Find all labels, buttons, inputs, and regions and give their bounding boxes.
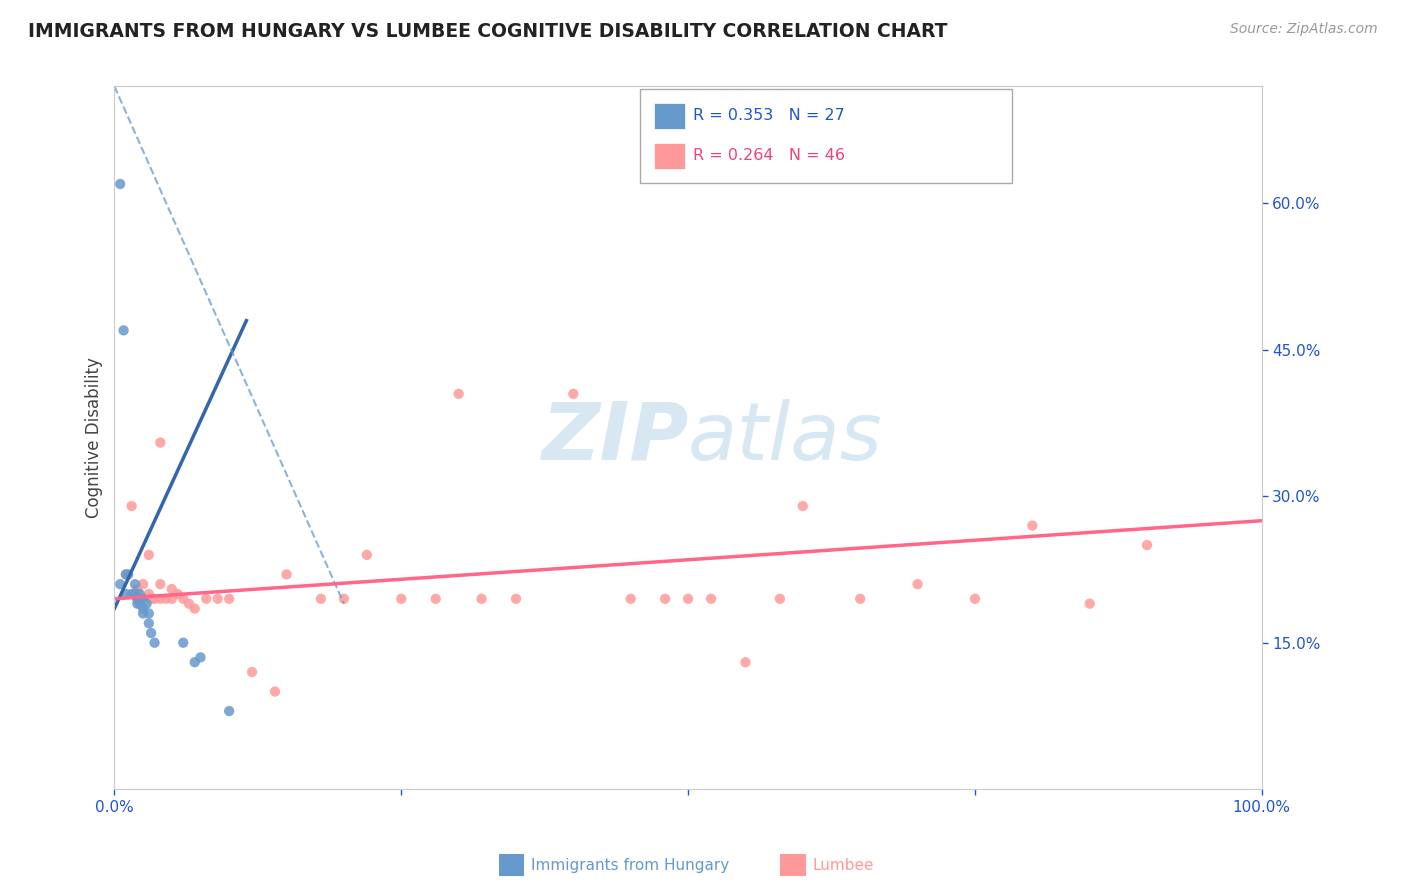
Point	[138, 616, 160, 631]
Point	[115, 587, 138, 601]
Point	[160, 582, 183, 596]
Point	[128, 587, 150, 601]
Point	[190, 650, 212, 665]
Point	[143, 591, 166, 606]
Point	[356, 548, 378, 562]
Point	[620, 591, 643, 606]
Point	[389, 591, 412, 606]
Point	[112, 323, 135, 337]
Text: atlas: atlas	[688, 399, 883, 476]
Point	[769, 591, 792, 606]
Point	[700, 591, 723, 606]
Point	[138, 587, 160, 601]
Point	[132, 577, 155, 591]
Point	[264, 684, 287, 698]
Point	[333, 591, 356, 606]
Point	[121, 587, 143, 601]
Point	[166, 587, 188, 601]
Point	[177, 597, 200, 611]
Point	[963, 591, 986, 606]
Point	[160, 591, 183, 606]
Point	[207, 591, 229, 606]
Point	[1078, 597, 1101, 611]
Point	[471, 591, 494, 606]
Point	[135, 597, 157, 611]
Point	[132, 591, 155, 606]
Point	[172, 636, 194, 650]
Point	[218, 591, 240, 606]
Point	[195, 591, 218, 606]
Text: ZIP: ZIP	[541, 399, 688, 476]
Point	[149, 591, 172, 606]
Text: R = 0.353   N = 27: R = 0.353 N = 27	[693, 108, 845, 122]
Point	[139, 626, 162, 640]
Point	[734, 655, 756, 669]
Point	[218, 704, 240, 718]
Point	[505, 591, 527, 606]
Point	[172, 591, 194, 606]
Point	[149, 435, 172, 450]
Point	[128, 591, 150, 606]
Point	[792, 499, 814, 513]
Point	[138, 548, 160, 562]
Point	[115, 567, 138, 582]
Point	[183, 601, 205, 615]
Point	[155, 591, 177, 606]
Point	[562, 387, 585, 401]
Text: IMMIGRANTS FROM HUNGARY VS LUMBEE COGNITIVE DISABILITY CORRELATION CHART: IMMIGRANTS FROM HUNGARY VS LUMBEE COGNIT…	[28, 22, 948, 41]
Point	[1021, 518, 1043, 533]
Point	[276, 567, 298, 582]
Point	[132, 601, 155, 615]
Point	[108, 577, 131, 591]
Text: Lumbee: Lumbee	[813, 858, 875, 872]
Point	[127, 591, 149, 606]
Point	[907, 577, 929, 591]
Text: Source: ZipAtlas.com: Source: ZipAtlas.com	[1230, 22, 1378, 37]
Point	[447, 387, 470, 401]
Y-axis label: Cognitive Disability: Cognitive Disability	[86, 358, 103, 518]
Point	[425, 591, 447, 606]
Point	[127, 597, 149, 611]
Point	[117, 567, 139, 582]
Point	[108, 177, 131, 191]
Point	[121, 499, 143, 513]
Point	[1136, 538, 1159, 552]
Point	[127, 582, 149, 596]
Text: Immigrants from Hungary: Immigrants from Hungary	[531, 858, 730, 872]
Point	[240, 665, 263, 679]
Point	[654, 591, 676, 606]
Point	[676, 591, 699, 606]
Point	[183, 655, 205, 669]
Text: R = 0.264   N = 46: R = 0.264 N = 46	[693, 148, 845, 162]
Point	[139, 591, 162, 606]
Point	[115, 567, 138, 582]
Point	[127, 591, 149, 606]
Point	[132, 607, 155, 621]
Point	[124, 587, 146, 601]
Point	[138, 607, 160, 621]
Point	[128, 597, 150, 611]
Point	[124, 577, 146, 591]
Point	[849, 591, 872, 606]
Point	[149, 577, 172, 591]
Point	[309, 591, 332, 606]
Point	[143, 636, 166, 650]
